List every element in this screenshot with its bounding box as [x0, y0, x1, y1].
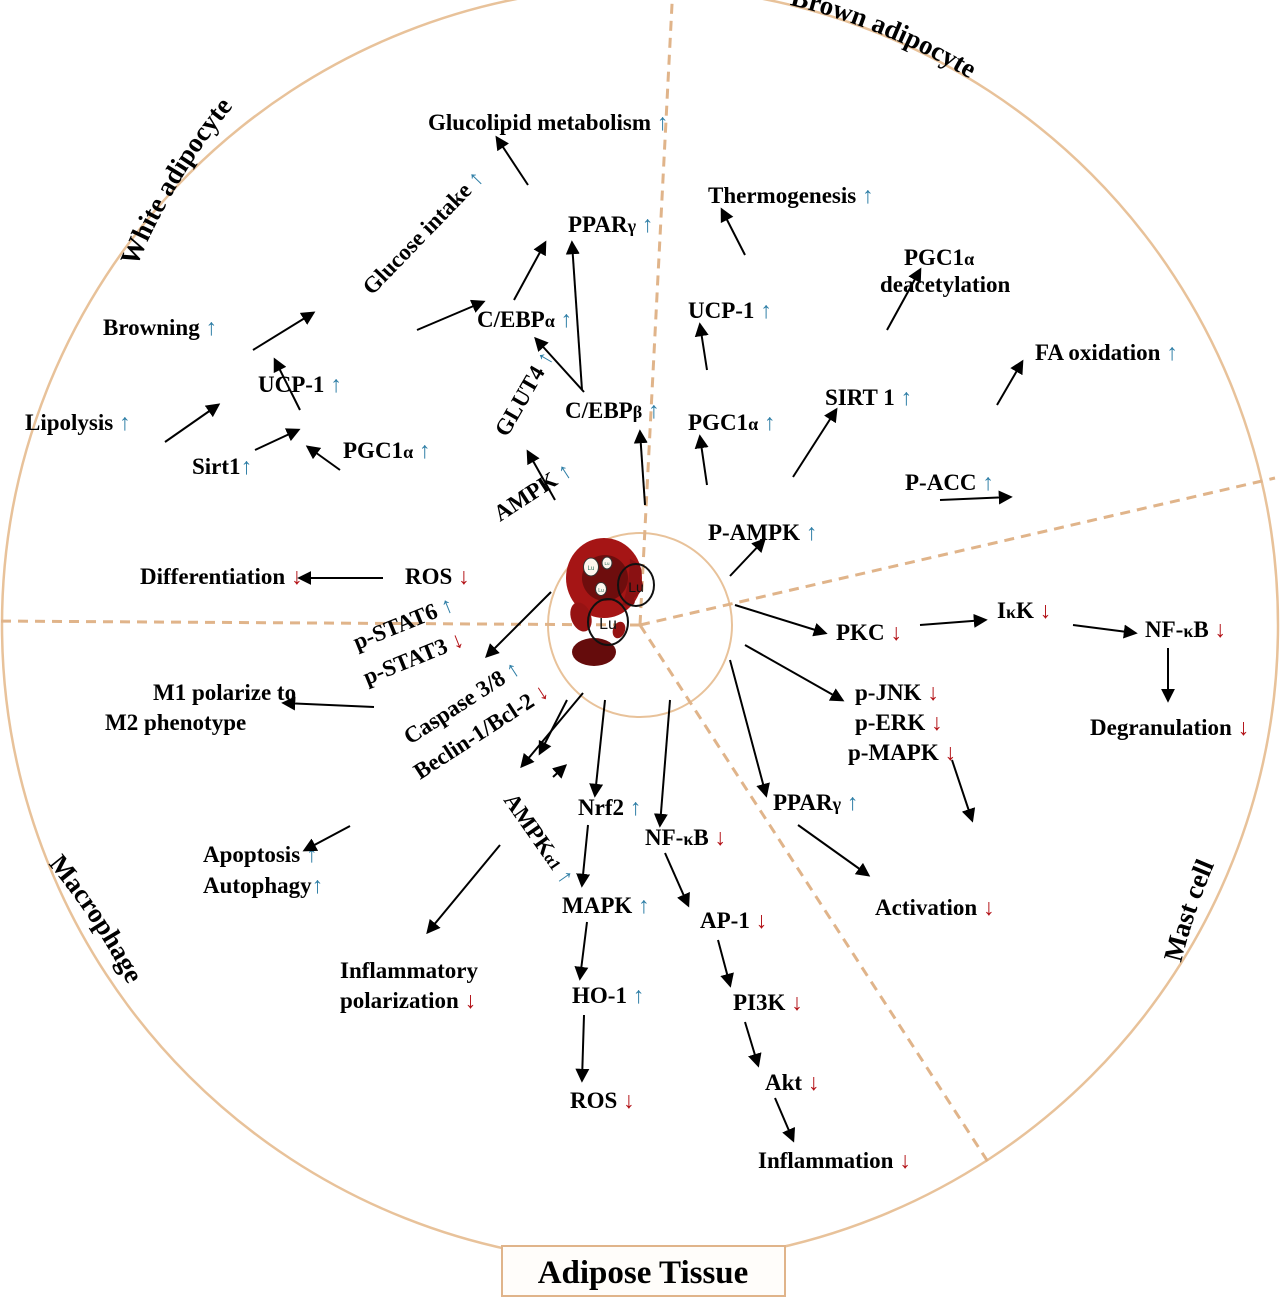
svg-text:Nrf2 ↑: Nrf2 ↑	[578, 795, 641, 820]
svg-text:PPARγ ↑: PPARγ ↑	[773, 790, 858, 815]
svg-text:Degranulation ↓: Degranulation ↓	[1090, 715, 1249, 740]
svg-text:UCP-1 ↑: UCP-1 ↑	[688, 298, 772, 323]
svg-text:Inflammatory: Inflammatory	[340, 958, 478, 983]
svg-text:Macrophage: Macrophage	[43, 849, 149, 988]
svg-text:ROS ↓: ROS ↓	[570, 1088, 635, 1113]
svg-text:Lu: Lu	[628, 579, 644, 595]
svg-text:C/EBPα ↑: C/EBPα ↑	[477, 307, 572, 332]
svg-text:AMPKα1 ↑: AMPKα1 ↑	[499, 789, 579, 889]
svg-text:p-JNK ↓: p-JNK ↓	[855, 680, 939, 705]
svg-text:Lu: Lu	[599, 616, 617, 633]
svg-text:PKC ↓: PKC ↓	[836, 620, 902, 645]
svg-text:M2 phenotype: M2 phenotype	[105, 710, 246, 735]
svg-text:deacetylation: deacetylation	[880, 272, 1011, 297]
svg-text:UCP-1 ↑: UCP-1 ↑	[258, 372, 342, 397]
svg-text:Akt ↓: Akt ↓	[765, 1070, 819, 1095]
svg-text:PI3K ↓: PI3K ↓	[733, 990, 803, 1015]
svg-text:Brown adipocyte: Brown adipocyte	[788, 0, 982, 84]
svg-text:Inflammation ↓: Inflammation ↓	[758, 1148, 911, 1173]
svg-text:Sirt1↑: Sirt1↑	[192, 454, 252, 479]
svg-text:polarization ↓: polarization ↓	[340, 988, 476, 1013]
svg-text:p-ERK ↓: p-ERK ↓	[855, 710, 943, 735]
svg-text:Activation ↓: Activation ↓	[875, 895, 994, 920]
svg-text:Apoptosis ↑: Apoptosis ↑	[203, 842, 317, 867]
svg-text:SIRT 1 ↑: SIRT 1 ↑	[825, 385, 912, 410]
svg-text:PGC1α ↑: PGC1α ↑	[343, 438, 430, 463]
svg-text:ROS ↓: ROS ↓	[405, 564, 470, 589]
svg-text:Adipose Tissue: Adipose Tissue	[538, 1255, 749, 1291]
svg-text:P-ACC ↑: P-ACC ↑	[905, 470, 994, 495]
svg-text:p-MAPK ↓: p-MAPK ↓	[848, 740, 956, 765]
svg-text:Browning ↑: Browning ↑	[103, 315, 217, 340]
svg-text:HO-1 ↑: HO-1 ↑	[572, 983, 644, 1008]
svg-text:AMPK ↑: AMPK ↑	[489, 458, 576, 527]
svg-text:MAPK ↑: MAPK ↑	[562, 893, 650, 918]
svg-text:FA oxidation ↑: FA oxidation ↑	[1035, 340, 1178, 365]
svg-text:PGC1α ↑: PGC1α ↑	[688, 410, 775, 435]
svg-text:GLUT4 ↑: GLUT4 ↑	[490, 347, 559, 441]
svg-text:Thermogenesis ↑: Thermogenesis ↑	[708, 183, 873, 208]
svg-text:Glucolipid metabolism ↑: Glucolipid metabolism ↑	[428, 110, 668, 135]
svg-text:NF-κB ↓: NF-κB ↓	[645, 825, 726, 850]
svg-text:C/EBPβ ↑: C/EBPβ ↑	[565, 398, 659, 423]
svg-text:Lu: Lu	[604, 561, 610, 566]
svg-text:Lu: Lu	[598, 588, 604, 594]
svg-text:M1 polarize to: M1 polarize to	[153, 680, 296, 705]
svg-text:Lipolysis ↑: Lipolysis ↑	[25, 410, 130, 435]
svg-text:PGC1α: PGC1α	[904, 245, 974, 270]
svg-text:IκK ↓: IκK ↓	[997, 598, 1051, 623]
svg-text:Lu: Lu	[588, 566, 595, 572]
svg-text:NF-κB ↓: NF-κB ↓	[1145, 617, 1226, 642]
svg-text:Autophagy↑: Autophagy↑	[203, 873, 323, 898]
svg-text:PPARγ ↑: PPARγ ↑	[568, 212, 653, 237]
svg-text:White adipocyte: White adipocyte	[114, 91, 238, 269]
svg-text:Glucose intake ↑: Glucose intake ↑	[358, 165, 489, 299]
svg-text:AP-1 ↓: AP-1 ↓	[700, 908, 767, 933]
svg-text:Differentiation ↓: Differentiation ↓	[140, 564, 302, 589]
